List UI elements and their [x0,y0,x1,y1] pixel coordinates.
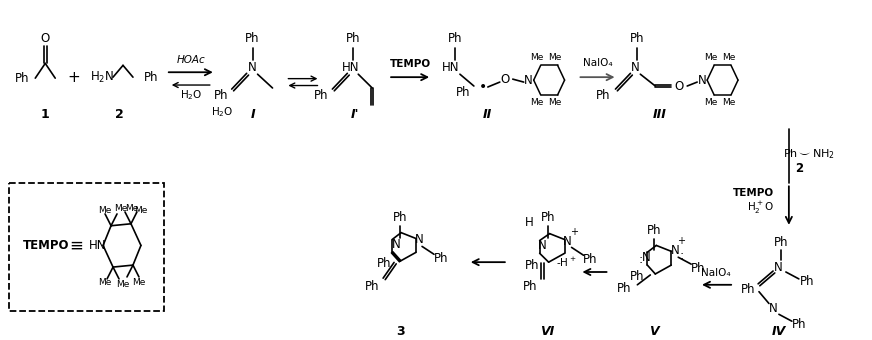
Text: Ph: Ph [773,236,788,249]
Text: Ph: Ph [456,86,470,99]
Text: N: N [642,251,651,264]
Text: HN: HN [342,61,359,74]
Text: Me: Me [548,98,562,107]
Text: N: N [631,61,640,74]
Text: H$_2$N: H$_2$N [90,70,114,85]
Text: Me: Me [722,53,736,62]
Text: N: N [249,61,257,74]
Text: Ph: Ph [214,89,228,102]
Text: Me: Me [99,205,112,215]
Text: HOAc: HOAc [176,55,205,65]
Text: Ph: Ph [800,275,814,288]
Text: NaIO₄: NaIO₄ [701,268,731,278]
Text: 2: 2 [794,162,803,175]
Text: Ph: Ph [393,211,407,224]
Text: Me: Me [705,53,718,62]
Text: N: N [538,239,547,252]
Text: N: N [415,233,424,246]
Text: Ph: Ph [583,253,598,266]
Text: I: I [250,108,255,121]
Text: Ph: Ph [541,211,555,224]
Text: Ph: Ph [314,89,329,102]
Text: V: V [650,325,659,338]
Text: N: N [524,74,533,87]
Text: Me: Me [133,278,146,287]
Text: N: N [392,238,400,251]
Text: +: + [68,70,80,85]
Text: Ph: Ph [630,32,644,45]
FancyBboxPatch shape [10,184,164,311]
Text: Me: Me [125,204,139,212]
Text: O: O [501,73,509,86]
Text: Ph: Ph [691,261,705,275]
Text: TEMPO: TEMPO [24,239,70,252]
Text: II: II [483,108,493,121]
Text: Ph: Ph [524,259,539,272]
Text: HN: HN [442,61,460,74]
Text: Ph: Ph [377,257,392,270]
Text: HN: HN [89,239,106,252]
Text: :: : [638,253,643,266]
Text: N: N [698,74,706,87]
Text: Ph: Ph [630,270,644,284]
Text: I': I' [351,108,359,121]
Text: Me: Me [134,205,147,215]
Text: Me: Me [705,98,718,107]
Text: 2: 2 [114,108,123,121]
Text: Ph$\smile$NH$_2$: Ph$\smile$NH$_2$ [783,147,835,161]
Text: Ph: Ph [16,72,30,85]
Text: III: III [652,108,666,121]
Text: Ph: Ph [596,89,610,102]
Text: N: N [563,235,572,248]
Text: IV: IV [772,325,786,338]
Text: O: O [675,80,684,92]
Text: Ph: Ph [792,318,806,331]
Text: Me: Me [530,98,543,107]
Text: TEMPO: TEMPO [732,188,774,198]
Text: N: N [773,260,782,274]
Text: H$_2^+$O: H$_2^+$O [747,200,774,216]
Text: Me: Me [548,53,562,62]
Text: Ph: Ph [365,280,379,293]
Text: :: : [679,249,684,262]
Text: NaIO₄: NaIO₄ [582,58,612,68]
Text: Ph: Ph [617,282,631,295]
Text: H$_2$O: H$_2$O [180,88,202,102]
Text: Ph: Ph [647,224,662,237]
Text: -H$^+$: -H$^+$ [556,256,576,269]
Text: Ph: Ph [346,32,360,45]
Text: Me: Me [530,53,543,62]
Text: +: + [678,237,685,246]
Text: •: • [479,80,487,94]
Text: Ph: Ph [433,252,448,265]
Text: N: N [671,244,679,257]
Text: Ph: Ph [522,280,537,293]
Text: Me: Me [722,98,736,107]
Text: +: + [569,227,577,237]
Text: Me: Me [114,204,127,212]
Text: Ph: Ph [144,71,158,84]
Text: H: H [525,216,534,229]
Text: N: N [768,302,777,315]
Text: ≡: ≡ [69,236,83,254]
Text: TEMPO: TEMPO [390,59,431,69]
Text: 3: 3 [396,325,405,338]
Text: Ph: Ph [245,32,260,45]
Text: Me: Me [99,278,112,287]
Text: Ph: Ph [740,283,755,296]
Text: Ph: Ph [447,32,462,45]
Text: 1: 1 [41,108,50,121]
Text: VI: VI [541,325,555,338]
Text: Me: Me [116,280,130,289]
Text: H$_2$O: H$_2$O [211,105,234,119]
Text: O: O [41,32,50,45]
